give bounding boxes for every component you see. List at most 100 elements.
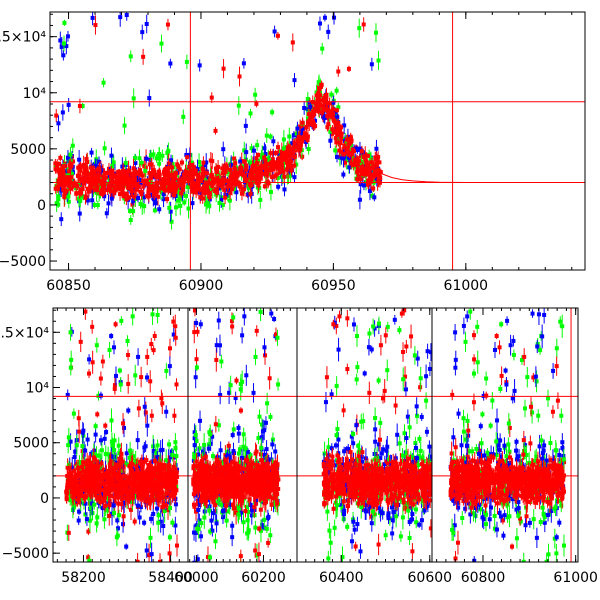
top-point-red bbox=[310, 111, 315, 120]
data-point bbox=[122, 123, 127, 128]
data-point bbox=[249, 161, 254, 166]
data-point bbox=[141, 54, 146, 59]
data-point bbox=[160, 181, 165, 186]
top-point-red bbox=[250, 163, 255, 175]
data-point bbox=[361, 183, 366, 188]
x-tick-label: 60900 bbox=[179, 278, 224, 294]
data-point bbox=[310, 113, 315, 118]
data-point bbox=[342, 123, 347, 128]
top-point-red bbox=[282, 173, 287, 180]
top-point-green bbox=[123, 156, 128, 170]
data-point bbox=[82, 171, 87, 176]
data-point bbox=[358, 182, 363, 187]
top-point-red bbox=[173, 173, 178, 183]
data-point bbox=[89, 185, 94, 190]
top-point-red bbox=[327, 97, 332, 110]
top-point-red bbox=[242, 174, 247, 183]
data-point bbox=[76, 165, 81, 170]
data-point bbox=[366, 165, 371, 170]
data-point bbox=[178, 203, 183, 208]
data-point bbox=[331, 100, 336, 105]
top-point-blue bbox=[322, 111, 327, 125]
top-point-red bbox=[359, 145, 364, 157]
top-point-red bbox=[81, 180, 86, 187]
data-point bbox=[156, 169, 161, 174]
data-point bbox=[148, 184, 153, 189]
data-point bbox=[215, 176, 220, 181]
data-point bbox=[269, 163, 274, 168]
data-point bbox=[322, 15, 327, 20]
top-point-green bbox=[184, 190, 189, 202]
top-point-red bbox=[333, 122, 338, 128]
data-point bbox=[228, 167, 233, 172]
data-point bbox=[201, 186, 206, 191]
data-point bbox=[302, 106, 307, 111]
top-point-green bbox=[173, 198, 178, 217]
top-point-red bbox=[74, 190, 79, 196]
data-point bbox=[57, 170, 62, 175]
data-point bbox=[190, 201, 195, 206]
data-point bbox=[326, 29, 331, 34]
data-point bbox=[300, 126, 305, 131]
data-point bbox=[228, 174, 233, 179]
data-point bbox=[202, 163, 207, 168]
data-point bbox=[126, 408, 131, 413]
data-point bbox=[60, 110, 65, 115]
top-point-red bbox=[145, 192, 150, 200]
data-point bbox=[112, 499, 117, 504]
data-point bbox=[165, 22, 170, 27]
data-point bbox=[144, 21, 149, 26]
top-point-red bbox=[78, 165, 83, 176]
data-point bbox=[186, 178, 191, 183]
data-point bbox=[375, 161, 380, 166]
top-point-red bbox=[177, 179, 182, 191]
top-point-green bbox=[306, 143, 311, 155]
data-point bbox=[157, 155, 162, 160]
data-point bbox=[329, 113, 334, 118]
data-point bbox=[140, 203, 145, 208]
data-point bbox=[153, 201, 158, 206]
top-point-blue bbox=[368, 12, 370, 13]
data-point bbox=[147, 171, 152, 176]
data-point bbox=[152, 192, 157, 197]
data-point bbox=[342, 143, 347, 148]
top-point-red bbox=[339, 128, 344, 143]
bottom-point-blue bbox=[126, 407, 131, 414]
data-point bbox=[372, 173, 377, 178]
data-point bbox=[197, 187, 202, 192]
data-point bbox=[259, 155, 264, 160]
top-point-red bbox=[356, 156, 361, 166]
top-point-blue bbox=[243, 118, 248, 134]
data-point bbox=[131, 166, 136, 171]
data-point bbox=[366, 181, 371, 186]
top-point-red bbox=[336, 125, 341, 134]
data-point bbox=[204, 160, 209, 165]
data-point bbox=[346, 66, 351, 71]
top-point-blue bbox=[308, 102, 313, 111]
data-point bbox=[175, 162, 180, 167]
data-point bbox=[309, 109, 314, 114]
data-point bbox=[138, 505, 143, 510]
data-point bbox=[349, 151, 354, 156]
top-point-red bbox=[366, 178, 371, 183]
data-point bbox=[282, 174, 287, 179]
data-point bbox=[151, 152, 156, 157]
data-point bbox=[232, 156, 237, 161]
data-point bbox=[354, 159, 359, 164]
data-point bbox=[226, 184, 231, 189]
data-point bbox=[101, 174, 106, 179]
top-point-red bbox=[204, 168, 209, 178]
data-point bbox=[83, 179, 88, 184]
data-point bbox=[200, 171, 205, 176]
data-point bbox=[66, 194, 71, 199]
top-point-red bbox=[130, 173, 135, 183]
data-point bbox=[186, 185, 191, 190]
data-point bbox=[219, 197, 224, 202]
data-point bbox=[187, 171, 192, 176]
data-point bbox=[111, 160, 116, 165]
data-point bbox=[62, 164, 67, 169]
top-point-red bbox=[377, 160, 382, 165]
top-point-red bbox=[89, 179, 94, 184]
data-point bbox=[342, 151, 347, 156]
top-point-red bbox=[315, 101, 320, 114]
